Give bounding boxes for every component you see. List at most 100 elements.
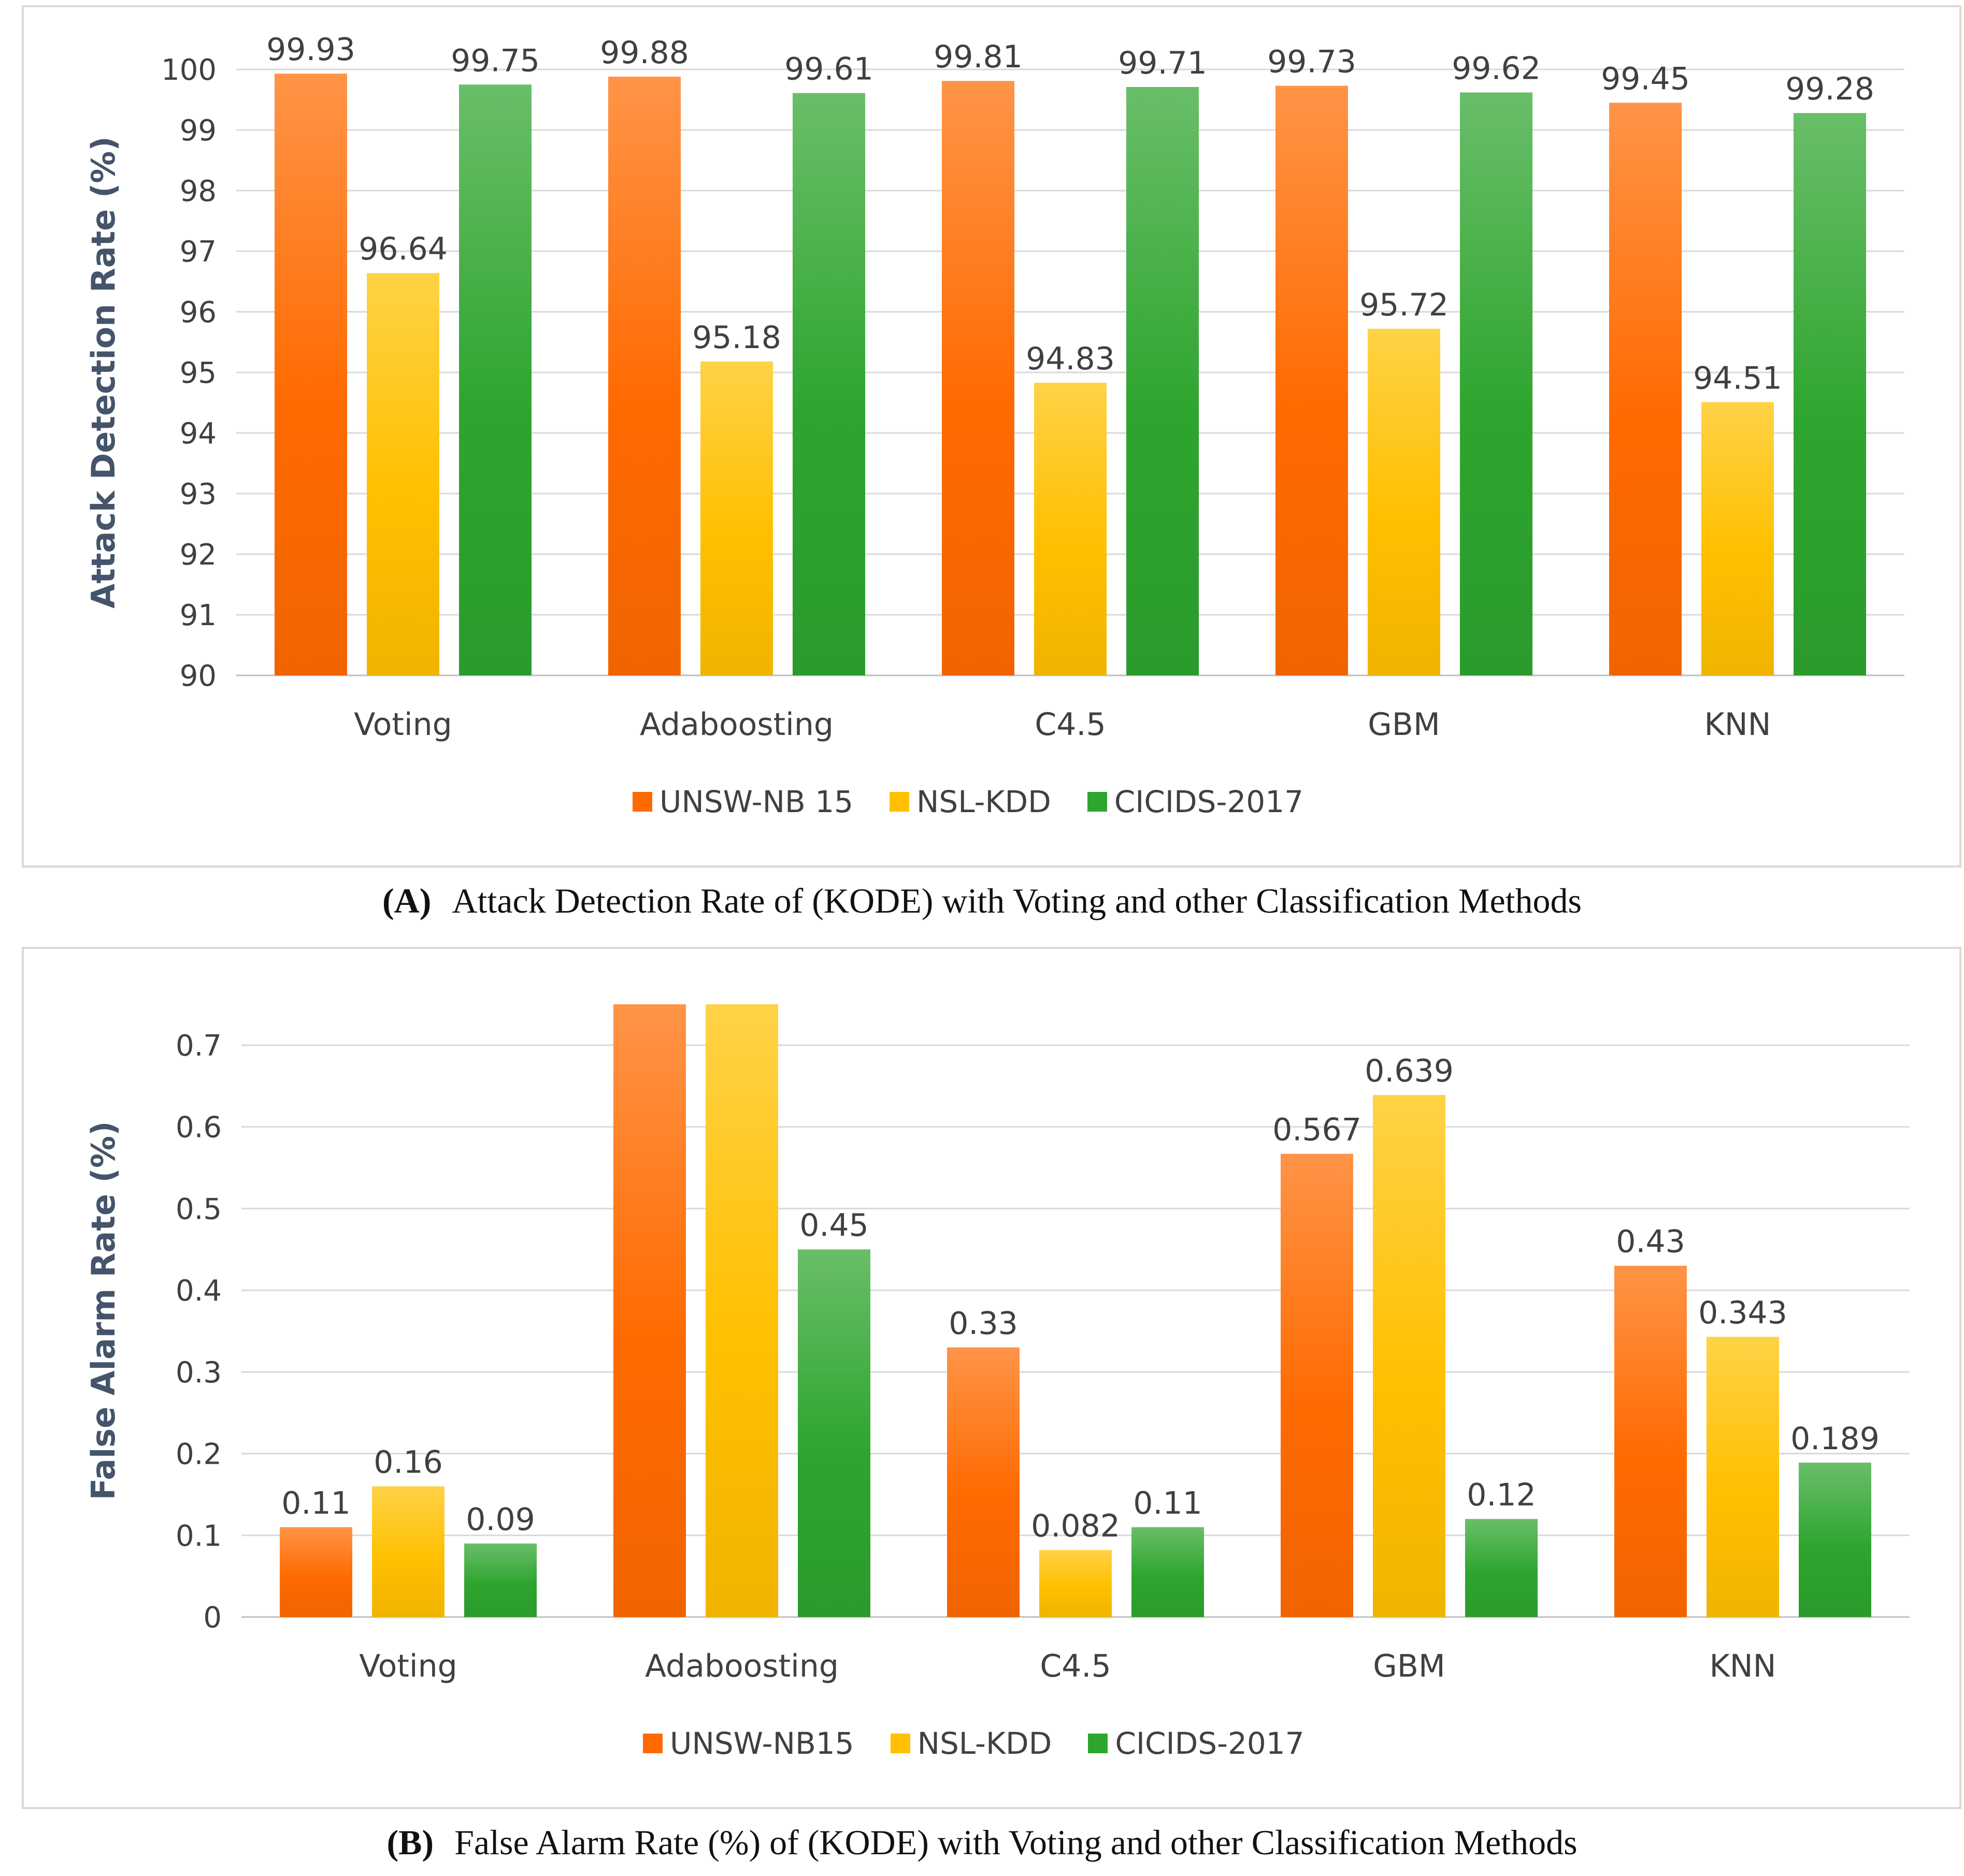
attack-detection-chart: 90 91 92 93 94 95 96 97 98 99 100 Attack Detection … — [84, 32, 1904, 743]
b-data-label: 0.43 — [1616, 1224, 1685, 1260]
b-data-label: 0.09 — [466, 1502, 535, 1538]
a-data-label: 95.18 — [692, 320, 781, 356]
a-data-label: 99.45 — [1601, 61, 1690, 97]
b-data-label: 0.567 — [1272, 1112, 1361, 1148]
b-x-tick-label: Adaboosting — [645, 1648, 839, 1684]
b-bar-unsw-nb15-adaboosting — [613, 1004, 686, 1617]
a-bar-cicids-2017-knn — [1794, 113, 1866, 676]
a-y-tick-label: 95 — [180, 356, 217, 390]
a-legend-label: UNSW-NB 15 — [660, 784, 853, 819]
a-x-tick-label: KNN — [1704, 706, 1771, 743]
a-y-tick-label: 96 — [180, 296, 217, 329]
a-legend-item: UNSW-NB 15 — [633, 784, 853, 819]
a-x-tick-label: Adaboosting — [640, 706, 834, 743]
a-x-tick-label: Voting — [354, 706, 452, 743]
a-data-label: 99.61 — [784, 51, 873, 88]
a-data-label: 99.75 — [451, 42, 540, 79]
b-legend-item: UNSW-NB15 — [643, 1726, 854, 1761]
a-y-axis-title: Attack Detection Rate (%) — [84, 136, 122, 608]
a-data-label: 94.83 — [1026, 341, 1115, 377]
b-legend-swatch — [890, 1734, 910, 1753]
caption-b: (B) False Alarm Rate (%) of (KODE) with V… — [0, 1822, 1964, 1863]
b-data-label: 0.082 — [1031, 1508, 1120, 1545]
chart-panel-a: 90 91 92 93 94 95 96 97 98 99 100 Attack Detection … — [22, 5, 1961, 868]
a-legend-swatch — [1087, 792, 1107, 812]
b-legend-label: UNSW-NB15 — [670, 1726, 854, 1761]
b-legend-item: NSL-KDD — [890, 1726, 1052, 1761]
b-x-tick-label: C4.5 — [1040, 1648, 1111, 1684]
a-y-tick-label: 98 — [180, 175, 217, 208]
a-y-tick-label: 92 — [180, 538, 217, 572]
a-legend-label: CICIDS-2017 — [1114, 784, 1304, 819]
a-bar-nsl-kdd-adaboosting — [700, 361, 773, 675]
b-bar-cicids-2017-knn — [1799, 1462, 1871, 1617]
b-bar-nsl-kdd-knn — [1707, 1336, 1779, 1617]
b-y-axis-title: False Alarm Rate (%) — [84, 1121, 122, 1500]
a-bar-nsl-kdd-gbm — [1368, 328, 1440, 675]
a-bar-cicids-2017-gbm — [1460, 92, 1532, 676]
a-y-tick-label: 94 — [180, 417, 217, 451]
b-data-label: 0.343 — [1698, 1295, 1787, 1331]
b-data-label: 0.189 — [1790, 1421, 1880, 1457]
a-legend-swatch — [890, 792, 909, 812]
legend-a: UNSW-NB 15 NSL-KDD CICIDS-2017 — [633, 784, 1303, 819]
a-data-label: 99.73 — [1267, 44, 1356, 80]
b-bar-nsl-kdd-adaboosting — [706, 1004, 778, 1617]
b-bar-cicids-2017-c4-5 — [1131, 1527, 1204, 1617]
b-x-tick-label: GBM — [1373, 1648, 1445, 1684]
b-y-tick-label: 0.7 — [176, 1029, 222, 1063]
a-legend-label: NSL-KDD — [916, 784, 1051, 819]
a-data-label: 99.88 — [600, 35, 689, 71]
a-bar-cicids-2017-voting — [459, 84, 532, 675]
caption-a-text: Attack Detection Rate of (KODE) with Vot… — [452, 881, 1582, 920]
b-legend-swatch — [1088, 1734, 1108, 1753]
a-bar-nsl-kdd-knn — [1701, 402, 1774, 675]
a-x-tick-label: C4.5 — [1035, 706, 1106, 743]
b-y-tick-label: 0.6 — [176, 1111, 222, 1145]
b-legend-label: CICIDS-2017 — [1115, 1726, 1304, 1761]
a-bar-nsl-kdd-c4-5 — [1034, 382, 1107, 675]
a-bar-unsw-nb-15-adaboosting — [608, 77, 681, 675]
a-x-tick-label: GBM — [1368, 706, 1440, 743]
a-bar-cicids-2017-adaboosting — [793, 93, 865, 675]
b-bar-cicids-2017-gbm — [1465, 1519, 1538, 1617]
a-y-tick-label: 99 — [180, 114, 217, 148]
b-bar-unsw-nb15-c4-5 — [947, 1347, 1020, 1617]
b-bar-nsl-kdd-c4-5 — [1039, 1550, 1112, 1617]
b-data-label: 0.45 — [799, 1207, 869, 1244]
b-data-label: 0.11 — [281, 1485, 351, 1521]
a-y-tick-label: 90 — [180, 659, 217, 693]
b-data-label: 0.639 — [1365, 1053, 1454, 1089]
b-bar-nsl-kdd-voting — [372, 1486, 445, 1617]
caption-b-tag: (B) — [386, 1823, 434, 1862]
legend-b: UNSW-NB15 NSL-KDD CICIDS-2017 — [643, 1726, 1304, 1761]
b-legend-swatch — [643, 1734, 663, 1753]
b-bar-cicids-2017-voting — [464, 1543, 537, 1617]
a-y-tick-label: 100 — [161, 53, 217, 87]
a-data-label: 99.81 — [934, 39, 1023, 75]
b-x-tick-label: KNN — [1709, 1648, 1776, 1684]
b-legend-label: NSL-KDD — [917, 1726, 1052, 1761]
b-y-tick-label: 0.2 — [176, 1438, 222, 1471]
a-data-label: 99.62 — [1452, 50, 1541, 86]
a-y-tick-label: 93 — [180, 478, 217, 511]
b-bar-unsw-nb15-knn — [1614, 1265, 1687, 1617]
b-y-tick-label: 0.3 — [176, 1356, 222, 1390]
a-y-tick-label: 97 — [180, 235, 217, 269]
chart-panel-b: 0 0.1 0.2 0.3 0.4 0.5 0.6 0.7 False Alarm Rate (… — [22, 947, 1961, 1809]
a-bar-unsw-nb-15-gbm — [1275, 85, 1348, 676]
a-data-label: 99.71 — [1118, 45, 1207, 81]
caption-a-tag: (A) — [382, 881, 432, 920]
a-data-label: 94.51 — [1693, 360, 1782, 396]
b-x-tick-label: Voting — [359, 1648, 457, 1684]
b-data-label: 0.12 — [1467, 1477, 1536, 1513]
b-data-label: 0.33 — [949, 1305, 1018, 1341]
a-bar-nsl-kdd-voting — [367, 273, 439, 675]
a-data-label: 99.28 — [1785, 71, 1874, 107]
b-data-label: 0.11 — [1133, 1485, 1202, 1521]
a-data-label: 96.64 — [359, 231, 448, 267]
a-data-label: 99.93 — [266, 32, 355, 68]
b-bar-unsw-nb15-voting — [280, 1527, 352, 1617]
b-y-tick-label: 0.4 — [176, 1274, 222, 1308]
a-legend-item: CICIDS-2017 — [1087, 784, 1303, 819]
